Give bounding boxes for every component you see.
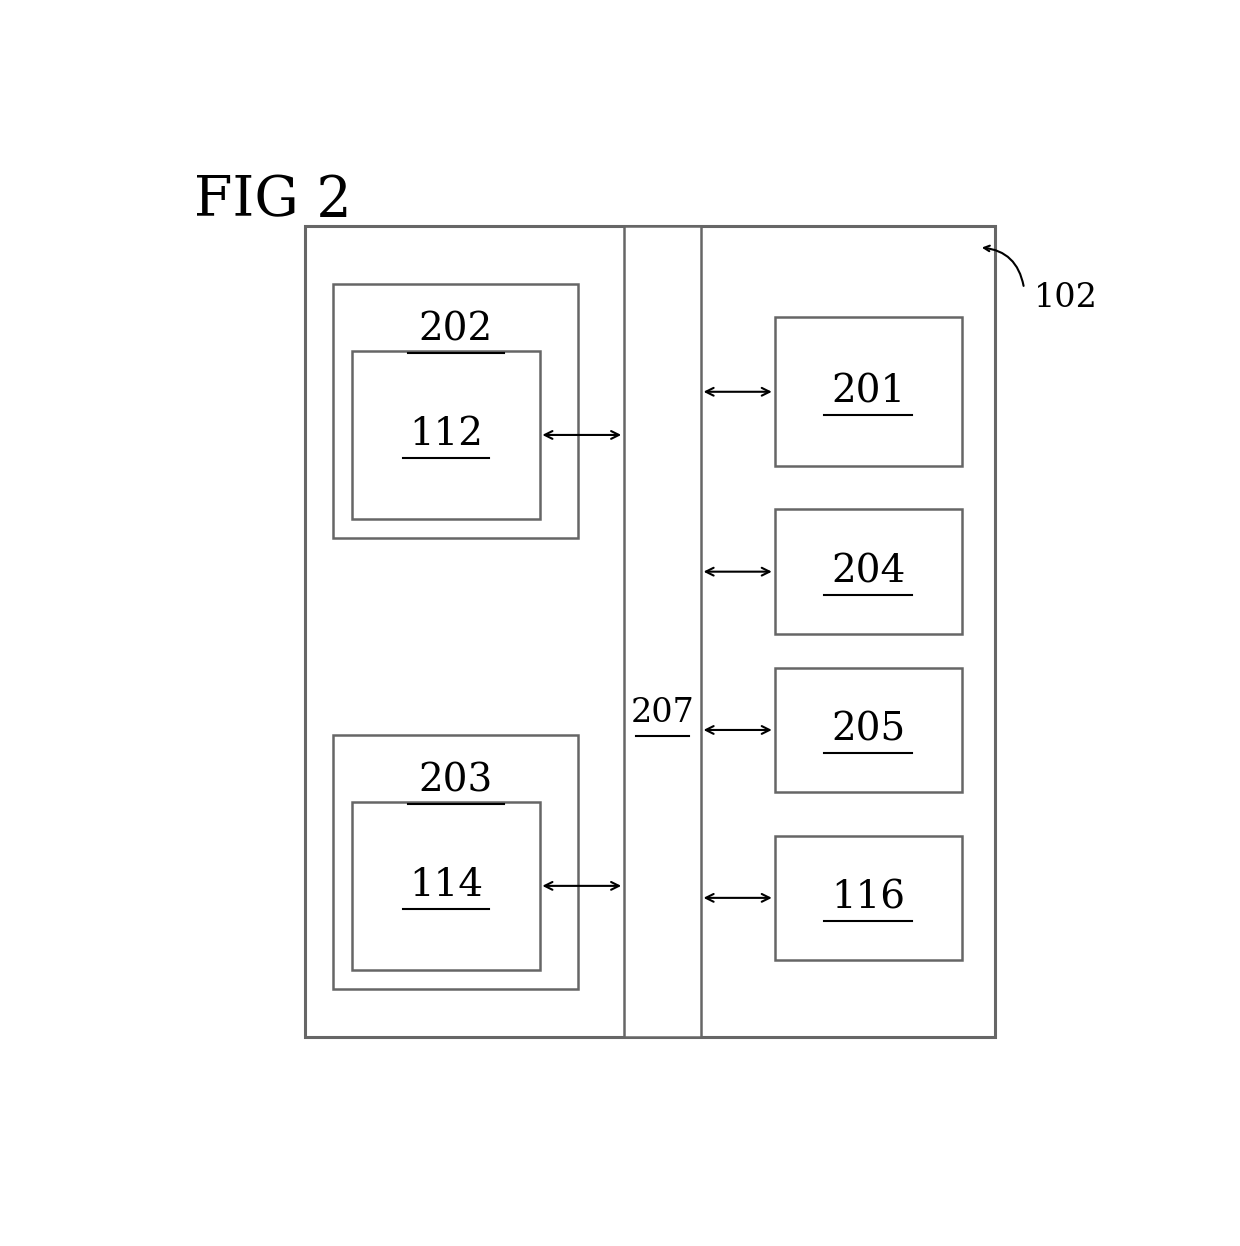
Text: 203: 203	[418, 763, 492, 799]
Text: 202: 202	[418, 312, 492, 348]
Text: 116: 116	[831, 880, 905, 916]
Text: 112: 112	[409, 416, 484, 454]
Bar	[334, 735, 578, 989]
Bar	[775, 836, 962, 961]
Bar	[624, 227, 701, 1037]
Bar	[352, 351, 539, 518]
Text: 204: 204	[831, 553, 905, 591]
Bar	[775, 510, 962, 634]
Text: FIG 2: FIG 2	[195, 173, 352, 228]
Bar	[334, 284, 578, 538]
Text: 205: 205	[831, 711, 905, 749]
Text: 114: 114	[409, 867, 484, 905]
Text: 207: 207	[630, 697, 694, 729]
Bar	[775, 668, 962, 792]
Text: 201: 201	[831, 374, 905, 410]
Bar	[352, 802, 539, 969]
Text: 102: 102	[1034, 283, 1097, 314]
Bar	[775, 318, 962, 466]
Bar	[305, 227, 996, 1037]
